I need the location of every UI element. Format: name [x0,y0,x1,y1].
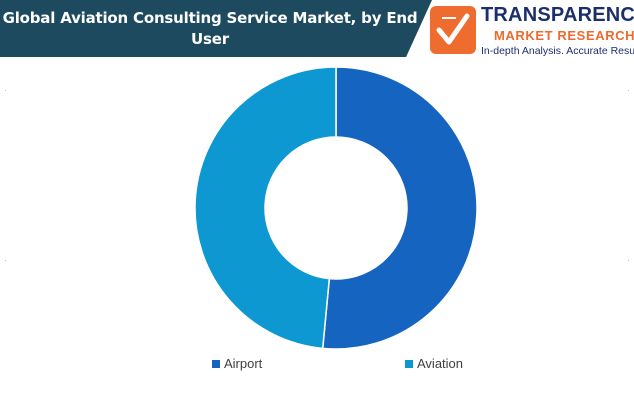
logo-brand-line2: MARKET RESEARCH [494,28,634,43]
brand-logo: TRANSPARENCY MARKET RESEARCH In-depth An… [430,4,634,58]
legend-label-airport: Airport [224,356,263,371]
legend-label-aviation: Aviation [417,356,464,371]
logo-brand-line1: TRANSPARENCY [481,4,634,26]
legend-item-aviation: Aviation [405,356,463,371]
title-banner [0,0,432,57]
frame-mark [5,260,6,261]
logo-tagline: In-depth Analysis. Accurate Results [481,45,634,57]
chart-title: Global Aviation Consulting Service Marke… [2,9,418,48]
frame-mark [5,90,6,91]
donut-slice-aviation [194,66,337,350]
chart-legend: Airport Aviation [0,356,634,374]
frame-mark [628,90,629,91]
legend-swatch-airport [212,359,220,368]
donut-slice-airport [321,66,478,350]
frame-mark [628,260,629,261]
legend-item-airport: Airport [212,356,262,371]
check-mark-logo-icon [430,6,476,54]
legend-swatch-aviation [405,359,413,368]
